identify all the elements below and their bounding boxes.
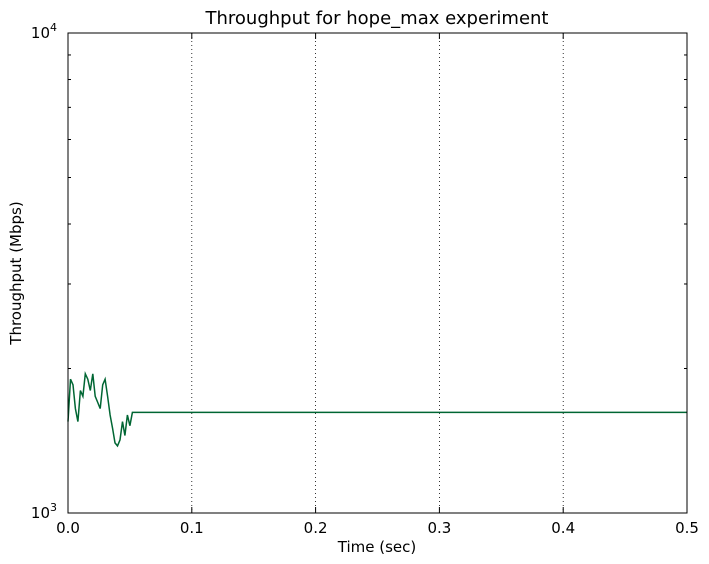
grid-lines <box>191 33 564 513</box>
y-tick-label-exponent: 4 <box>50 21 57 34</box>
chart-title: Throughput for hope_max experiment <box>205 8 549 29</box>
y-tick-label-base: 10 <box>31 504 50 522</box>
x-tick-label: 0.1 <box>180 519 204 537</box>
plot-frame <box>67 32 688 514</box>
series-layer <box>67 371 687 448</box>
series-line <box>67 371 687 448</box>
x-tick-label: 0.4 <box>551 519 575 537</box>
x-axis-label: Time (sec) <box>337 538 416 556</box>
x-tick-label: 0.3 <box>427 519 451 537</box>
x-tick-label: 0.5 <box>675 519 699 537</box>
y-tick-label-exponent: 3 <box>50 501 57 514</box>
x-tick-label: 0.0 <box>56 519 80 537</box>
y-axis-label: Throughput (Mbps) <box>7 201 25 345</box>
x-tick-label: 0.2 <box>304 519 328 537</box>
y-tick-label-base: 10 <box>31 24 50 42</box>
